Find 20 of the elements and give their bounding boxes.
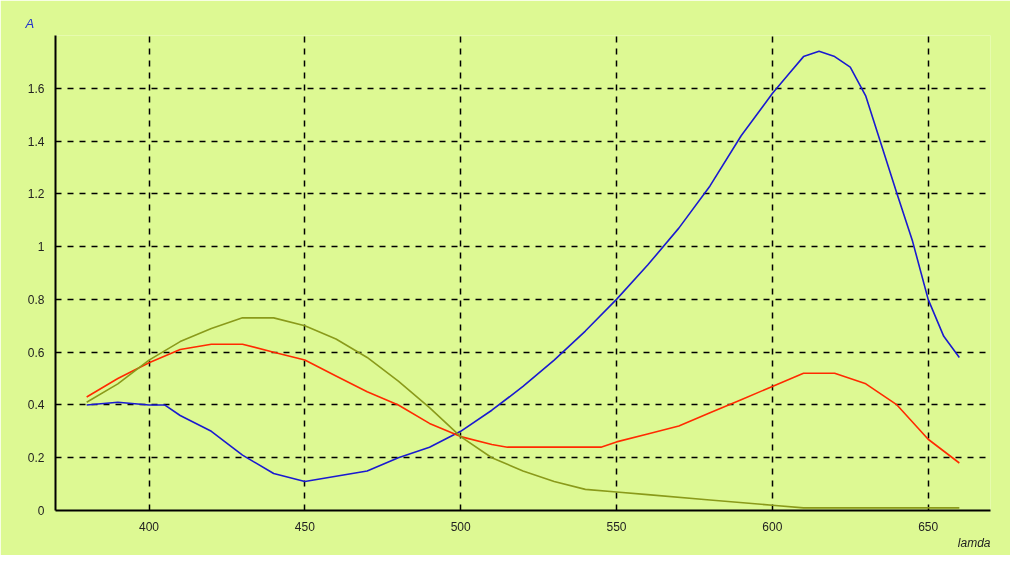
x-tick-label: 550 xyxy=(606,519,627,534)
y-tick-label: 1.4 xyxy=(27,134,45,149)
line-series xyxy=(85,50,961,483)
y-tick-label: 0.2 xyxy=(27,451,45,466)
x-tick-label: 500 xyxy=(450,519,471,534)
y-tick-label: 0.6 xyxy=(27,345,45,360)
y-tick-label: 1 xyxy=(37,240,45,255)
x-tick-label: 600 xyxy=(762,519,783,534)
x-tick-label: 400 xyxy=(138,519,160,534)
y-tick-label: 1.2 xyxy=(27,187,45,202)
x-tick-label: 650 xyxy=(918,519,939,534)
y-tick-label: 0.4 xyxy=(27,398,45,413)
line-series xyxy=(85,317,961,509)
x-tick-label: 450 xyxy=(294,519,316,534)
y-tick-label: 1.6 xyxy=(27,81,45,96)
x-axis-title: lamda xyxy=(957,535,991,550)
y-tick-label: 0.8 xyxy=(27,292,45,307)
line-series xyxy=(85,343,961,464)
y-tick-label: 0 xyxy=(37,504,45,518)
y-axis-title: A xyxy=(24,15,35,31)
